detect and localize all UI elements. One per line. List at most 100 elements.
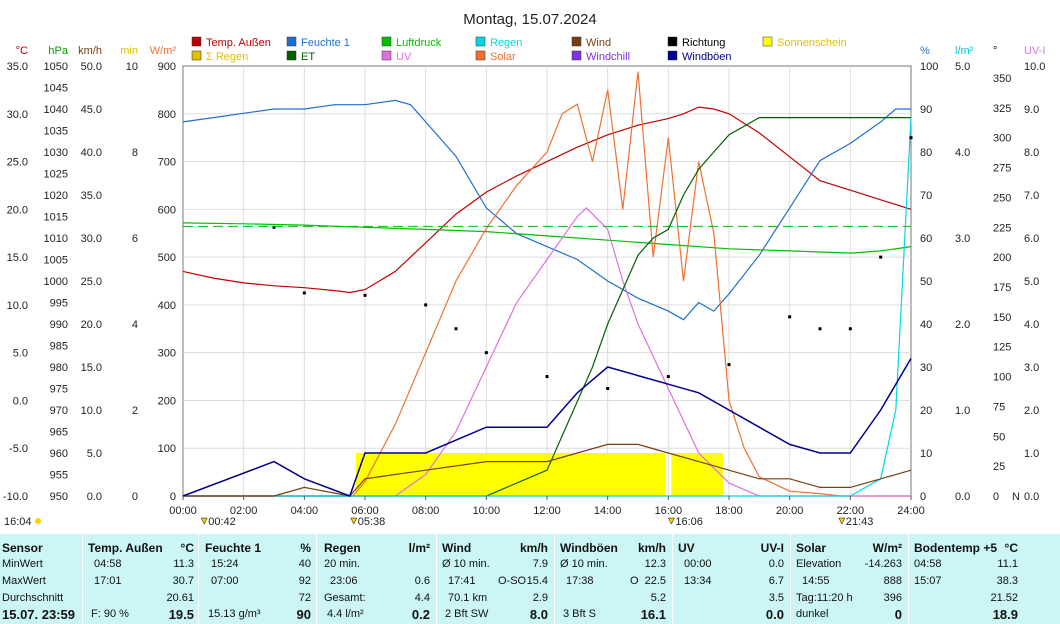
stats-temp-unit: °C xyxy=(180,541,194,555)
axis-tick-pressure: 955 xyxy=(50,470,68,482)
stats-humidity-avg: 72 xyxy=(298,592,311,604)
axis-tick-temp: 0.0 xyxy=(13,395,28,407)
axis-tick-rain: 5.0 xyxy=(955,61,970,73)
stats-soil-min-time: 04:58 xyxy=(914,558,942,570)
x-tick-label: 00:00 xyxy=(169,505,197,517)
stats-wind-max: 15.4 xyxy=(526,575,548,587)
stats-uv-unit: UV-I xyxy=(760,541,784,555)
stats-gusts-cur-note: 3 Bft S xyxy=(563,608,597,620)
legend-label-direction: Richtung xyxy=(682,37,725,49)
axis-tick-direction: 300 xyxy=(993,133,1011,145)
stats-rain-max: 0.6 xyxy=(414,575,430,587)
axis-tick-solar: 700 xyxy=(158,157,176,169)
stats-wind-avg: 2.9 xyxy=(532,592,548,604)
chart-title: Montag, 15.07.2024 xyxy=(463,11,596,28)
axis-tick-wind: 45.0 xyxy=(81,104,102,116)
axis-tick-pressure: 1000 xyxy=(44,276,68,288)
direction-point xyxy=(666,375,670,379)
legend-label-solar: Solar xyxy=(490,51,516,63)
axis-tick-solar: 400 xyxy=(158,300,176,312)
stats-gusts-max-time: 17:38 xyxy=(566,575,594,587)
stats-gusts-avg10-label: Ø 10 min. xyxy=(560,558,608,570)
stats-humidity-min-time: 15:24 xyxy=(211,558,239,570)
stats-solar-cur-note: dunkel xyxy=(796,608,829,620)
x-axis: 00:00 02:00 04:00 06:00 08:00 10:00 12:00 14:00… xyxy=(169,496,925,517)
axis-tick-direction: 225 xyxy=(993,222,1011,234)
stats-wind-unit: km/h xyxy=(519,541,548,555)
statistics-panel: Sensor MinWert MaxWert Durchschnitt 15.0… xyxy=(0,534,1060,624)
legend-swatch-humidity xyxy=(286,36,297,47)
stats-humidity-max-time: 07:00 xyxy=(211,575,239,587)
stats-soil-max-time: 15:07 xyxy=(914,575,942,587)
stats-humidity-column: Feuchte 1% 15:24 40 07:00 92 72 15.13 g/m³… xyxy=(205,534,311,624)
marker-triangle xyxy=(838,517,846,525)
direction-point xyxy=(424,303,428,307)
axis-tick-rain: 4.0 xyxy=(955,147,970,159)
stats-uv-avg: 3.5 xyxy=(768,592,784,604)
direction-point xyxy=(454,327,458,331)
legend-swatch-et xyxy=(286,50,297,61)
axis-tick-direction: 350 xyxy=(993,73,1011,85)
stats-rain-max-time: 23:06 xyxy=(330,575,358,587)
axis-tick-pressure: 985 xyxy=(50,341,68,353)
stats-wind-max-dir: O-SO xyxy=(498,575,527,587)
axis-tick-uv: 10.0 xyxy=(1024,61,1045,73)
axis-tick-uv: 5.0 xyxy=(1024,276,1039,288)
axis-unit-pressure: hPa xyxy=(48,45,68,57)
axis-tick-temp: -10.0 xyxy=(3,491,28,503)
axis-tick-minutes: 6 xyxy=(132,233,138,245)
axis-tick-solar: 500 xyxy=(158,252,176,264)
direction-point xyxy=(848,327,852,331)
axis-tick-humidity: 20 xyxy=(920,405,932,417)
stats-temp-column: Temp. Außen °C 04:58 11.3 17:01 30.7 20.61 … xyxy=(88,534,194,624)
axis-tick-temp: 10.0 xyxy=(7,300,28,312)
axis-tick-pressure: 965 xyxy=(50,427,68,439)
stats-rain-unit: l/m² xyxy=(408,541,430,555)
axis-tick-wind: 10.0 xyxy=(81,405,102,417)
direction-point xyxy=(484,351,488,355)
stats-soil-current: 18.9 xyxy=(992,607,1018,622)
axis-tick-pressure: 995 xyxy=(50,298,68,310)
legend-label-et: ET xyxy=(301,51,315,63)
direction-point xyxy=(909,136,913,140)
stats-soil-min: 11.1 xyxy=(997,558,1018,570)
stats-uv-min: 0.0 xyxy=(768,558,784,570)
stats-temp-max: 30.7 xyxy=(172,575,194,587)
axis-tick-minutes: 8 xyxy=(132,147,138,159)
axis-tick-temp: 25.0 xyxy=(7,157,28,169)
axis-tick-humidity: 40 xyxy=(920,319,932,331)
axis-tick-pressure: 1025 xyxy=(44,169,68,181)
stats-wind-current: 8.0 xyxy=(529,607,548,622)
marker-label: 21:43 xyxy=(846,516,874,528)
axis-tick-uv: 2.0 xyxy=(1024,405,1039,417)
axis-tick-direction: 125 xyxy=(993,342,1011,354)
legend-label-uv: UV xyxy=(396,51,412,63)
stats-temp-avg: 20.61 xyxy=(166,592,194,604)
stats-rain-header: Regen xyxy=(324,541,361,555)
axis-tick-wind: 25.0 xyxy=(81,276,102,288)
x-tick-label: 12:00 xyxy=(533,505,561,517)
legend-label-sunshine: Sonnenschein xyxy=(777,37,847,49)
direction-point xyxy=(879,255,883,259)
axis-tick-humidity: 90 xyxy=(920,104,932,116)
legend-label-windchill: Windchill xyxy=(586,51,630,63)
stats-solar-unit: W/m² xyxy=(872,541,902,555)
axis-tick-direction: 175 xyxy=(993,282,1011,294)
legend-label-humidity: Feuchte 1 xyxy=(301,37,350,49)
axis-tick-direction: 25 xyxy=(993,461,1005,473)
series-line-solar xyxy=(183,71,911,497)
sunshine-band xyxy=(671,453,723,496)
stats-soil-column: Bodentemp +5 °C 04:58 11.1 15:07 38.3 21.52… xyxy=(914,534,1018,624)
legend-swatch-uv xyxy=(381,50,392,61)
axis-tick-uv: 9.0 xyxy=(1024,104,1039,116)
axis-tick-direction: 200 xyxy=(993,252,1011,264)
marker-triangle xyxy=(350,517,358,525)
legend-label-temp: Temp. Außen xyxy=(206,37,271,49)
stats-temp-header: Temp. Außen xyxy=(88,541,163,555)
stats-soil-unit: °C xyxy=(1004,541,1018,555)
axis-unit-temp: °C xyxy=(16,45,28,57)
stats-humidity-cur-note: 15.13 g/m³ xyxy=(208,608,261,620)
legend-swatch-gust xyxy=(667,50,678,61)
stats-gusts-current: 16.1 xyxy=(640,607,666,622)
axis-tick-direction: 325 xyxy=(993,103,1011,115)
